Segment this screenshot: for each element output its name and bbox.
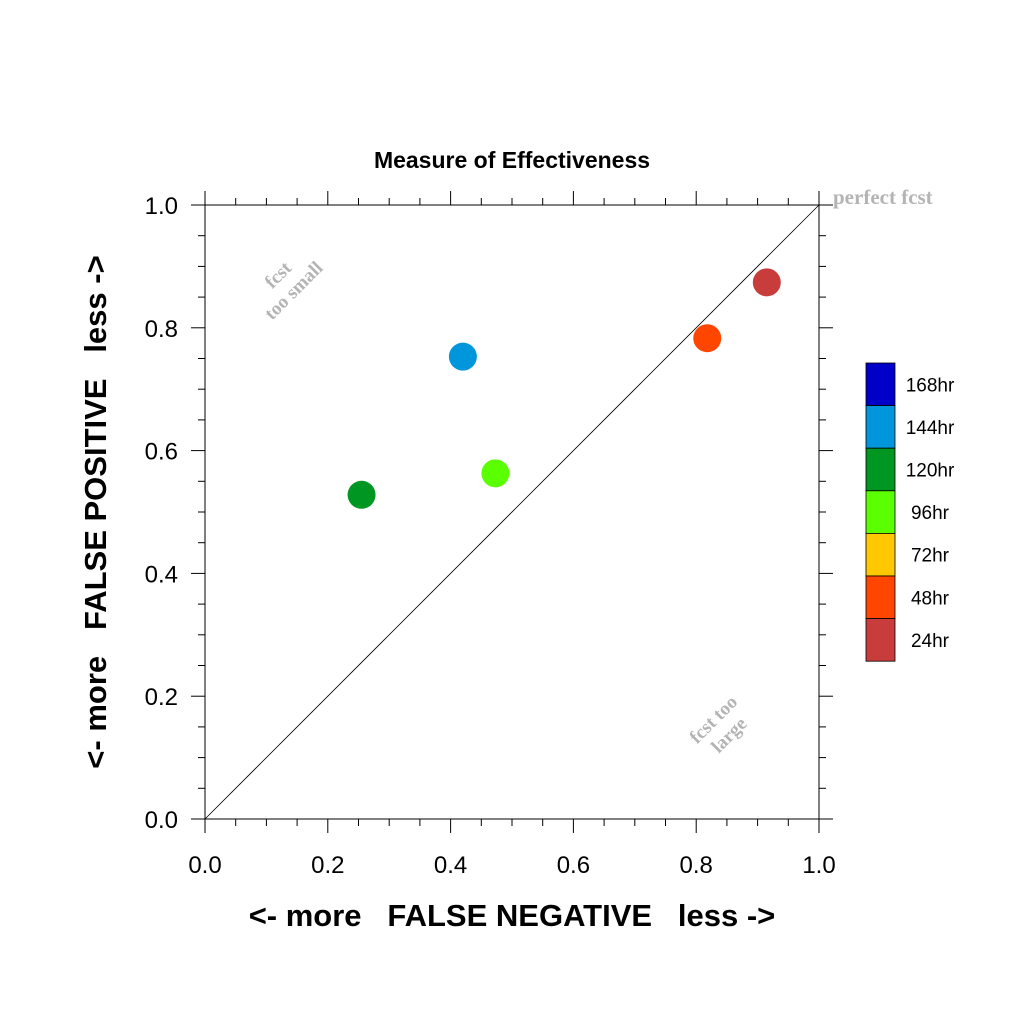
legend-label-24hr: 24hr [911, 631, 950, 652]
perfect-fcst-annotation: perfect fcst [833, 185, 933, 209]
legend-label-120hr: 120hr [906, 461, 955, 482]
x-tick-label: 0.8 [680, 852, 713, 879]
legend-swatch-96hr [865, 490, 896, 534]
y-tick-label: 0.8 [145, 316, 178, 343]
y-tick-label: 0.0 [145, 807, 178, 834]
legend-swatch-48hr [865, 575, 896, 619]
legend-label-144hr: 144hr [906, 418, 955, 439]
point-144hr [448, 342, 477, 371]
y-tick-label: 0.6 [145, 439, 178, 466]
plot-area: 0.0 0.2 0.4 0.6 0.8 1.0 0.0 0.2 0.4 0.6 0.8 1.0 [145, 191, 836, 879]
y-tick-label: 0.2 [145, 684, 178, 711]
legend-swatch-144hr [865, 405, 896, 449]
y-tick-label: 1.0 [145, 193, 178, 220]
x-tick-label: 0.0 [188, 852, 221, 879]
x-tick-label: 0.4 [434, 852, 467, 879]
legend-swatch-120hr [865, 447, 896, 492]
chart-title: Measure of Effectiveness [374, 147, 650, 173]
point-24hr [752, 268, 781, 297]
y-tick-label: 0.4 [145, 561, 178, 588]
data-points [347, 268, 781, 509]
legend: 168hr 144hr 120hr 96hr 72hr 48hr 24hr [865, 362, 955, 662]
x-tick-label: 0.6 [557, 852, 590, 879]
legend-swatch-24hr [865, 618, 896, 662]
legend-swatch-72hr [865, 533, 896, 577]
diagonal-line [204, 204, 820, 820]
legend-label-168hr: 168hr [906, 375, 955, 396]
x-axis-label: <- more FALSE NEGATIVE less -> [249, 898, 776, 933]
point-120hr [347, 480, 376, 509]
point-48hr [693, 324, 722, 353]
legend-swatch-168hr [865, 362, 896, 406]
y-axis-label: <- more FALSE POSITIVE less -> [78, 255, 113, 768]
legend-label-96hr: 96hr [911, 503, 950, 524]
x-tick-label: 1.0 [802, 852, 835, 879]
point-96hr [481, 459, 510, 488]
legend-label-72hr: 72hr [911, 546, 950, 567]
legend-label-48hr: 48hr [911, 588, 950, 609]
x-tick-label: 0.2 [311, 852, 344, 879]
